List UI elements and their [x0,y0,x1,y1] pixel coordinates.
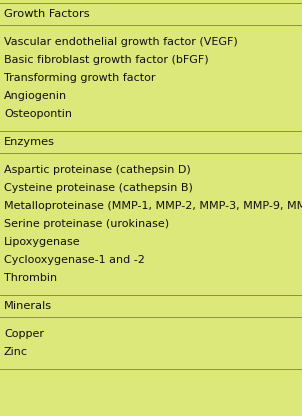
Text: Lipoxygenase: Lipoxygenase [4,237,81,247]
Text: Growth Factors: Growth Factors [4,9,90,19]
Text: Thrombin: Thrombin [4,273,57,283]
Text: Metalloproteinase (MMP-1, MMP-2, MMP-3, MMP-9, MMP-7): Metalloproteinase (MMP-1, MMP-2, MMP-3, … [4,201,302,211]
Text: Enzymes: Enzymes [4,137,55,147]
Text: Zinc: Zinc [4,347,28,357]
Text: Serine proteinase (urokinase): Serine proteinase (urokinase) [4,219,169,229]
Text: Cysteine proteinase (cathepsin B): Cysteine proteinase (cathepsin B) [4,183,193,193]
Text: Copper: Copper [4,329,44,339]
Text: Minerals: Minerals [4,301,52,311]
Text: Angiogenin: Angiogenin [4,91,67,101]
Text: Basic fibroblast growth factor (bFGF): Basic fibroblast growth factor (bFGF) [4,55,209,65]
Text: Osteopontin: Osteopontin [4,109,72,119]
Text: Cyclooxygenase-1 and -2: Cyclooxygenase-1 and -2 [4,255,145,265]
Text: Transforming growth factor: Transforming growth factor [4,73,156,83]
Text: Aspartic proteinase (cathepsin D): Aspartic proteinase (cathepsin D) [4,165,191,175]
Text: Vascular endothelial growth factor (VEGF): Vascular endothelial growth factor (VEGF… [4,37,238,47]
